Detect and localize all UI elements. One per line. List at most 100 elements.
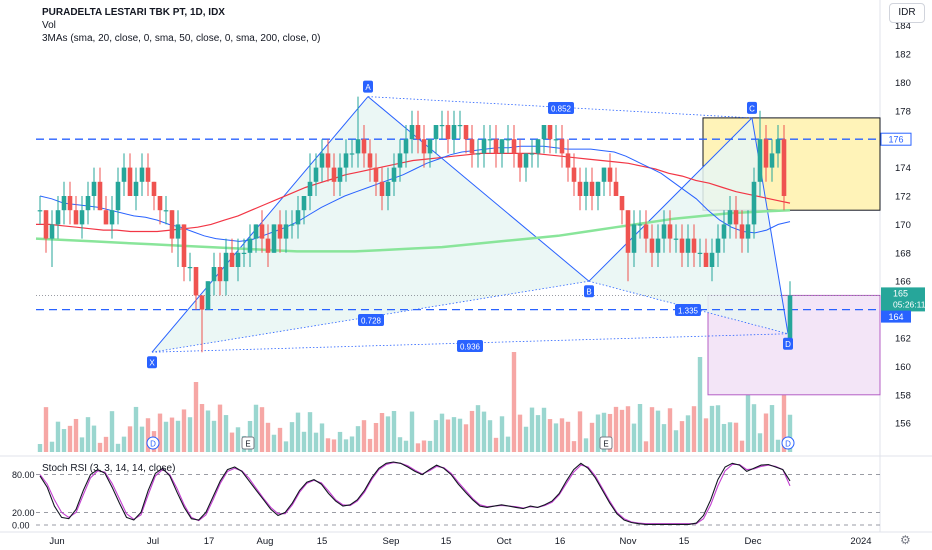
- chart-title-legend: PURADELTA LESTARI TBK PT, 1D, IDX: [42, 6, 225, 19]
- volume-bar: [337, 431, 343, 452]
- candle-body: [427, 139, 433, 154]
- candle-body: [253, 224, 259, 239]
- volume-bar: [499, 416, 505, 452]
- price-tick-label: 168: [895, 248, 911, 259]
- volume-bar: [367, 438, 373, 452]
- candle-body: [715, 238, 721, 253]
- candle-body: [265, 238, 271, 253]
- volume-bar: [175, 420, 181, 452]
- volume-bar: [361, 420, 367, 452]
- candle-body: [649, 238, 655, 253]
- candle-body: [553, 139, 559, 141]
- dividend-marker-label: D: [785, 440, 791, 449]
- candle-body: [721, 224, 727, 239]
- volume-bar: [589, 422, 595, 452]
- candle-body: [217, 267, 223, 282]
- volume-bar: [133, 406, 139, 452]
- volume-bar: [607, 413, 613, 452]
- volume-bar: [691, 406, 697, 452]
- candle-body: [745, 224, 751, 239]
- volume-bar: [439, 413, 445, 452]
- volume-bar: [559, 418, 565, 452]
- price-tick-label: 162: [895, 334, 911, 345]
- time-tick-label: 17: [204, 536, 215, 547]
- volume-bar: [727, 422, 733, 452]
- stoch-tick-label: 80.00: [12, 470, 35, 480]
- moving-averages-legend[interactable]: 3MAs (sma, 20, close, 0, sma, 50, close,…: [42, 33, 321, 44]
- volume-bar: [103, 436, 109, 452]
- candle-body: [37, 210, 43, 212]
- volume-bar: [391, 410, 397, 452]
- time-tick-label: Aug: [257, 536, 274, 547]
- pattern-fill-xab: [152, 96, 589, 353]
- volume-bar: [163, 421, 169, 452]
- stoch-tick-label: 0.00: [12, 521, 30, 531]
- volume-bar: [277, 427, 283, 452]
- volume-legend[interactable]: Vol: [42, 20, 56, 31]
- candles: [37, 96, 793, 353]
- pattern-point-label-bg: [747, 101, 757, 114]
- price-tick-label: 166: [895, 277, 911, 288]
- volume-bar: [169, 417, 175, 452]
- candle-body: [625, 210, 631, 253]
- pattern-point-label: A: [365, 83, 371, 92]
- candle-body: [121, 167, 127, 182]
- candle-body: [433, 125, 439, 140]
- candle-body: [451, 125, 457, 140]
- dividend-marker: [146, 436, 160, 450]
- volume-bar: [703, 418, 709, 452]
- volume-bar: [709, 405, 715, 452]
- volume-bar: [667, 408, 673, 452]
- candle-body: [259, 224, 265, 239]
- candle-body: [397, 153, 403, 168]
- candle-body: [373, 167, 379, 182]
- pattern-point-label-bg: [363, 80, 373, 93]
- pattern-leg: [367, 96, 590, 282]
- volume-bar: [427, 440, 433, 452]
- candle-body: [331, 167, 337, 182]
- symbol-title[interactable]: PURADELTA LESTARI TBK PT, 1D, IDX: [42, 7, 225, 18]
- candle-body: [181, 224, 187, 267]
- settings-gear-icon[interactable]: ⚙: [900, 533, 911, 547]
- candle-body: [205, 281, 211, 310]
- candle-body: [607, 167, 613, 182]
- volume-bar: [745, 382, 751, 452]
- stoch-rsi-k-line: [39, 461, 791, 525]
- candle-body: [559, 139, 565, 154]
- volume-bar: [67, 425, 73, 452]
- candle-body: [667, 224, 673, 239]
- price-tick-label: 170: [895, 220, 911, 231]
- candle-body: [703, 252, 709, 267]
- stoch-rsi-legend[interactable]: Stoch RSI (3, 3, 14, 14, close): [42, 463, 176, 474]
- volume-bar: [685, 415, 691, 452]
- volume-bar: [217, 404, 223, 452]
- volume-bar: [229, 432, 235, 452]
- volume-bar: [511, 352, 517, 452]
- candle-body: [631, 224, 637, 253]
- candle-body: [691, 238, 697, 253]
- candle-body: [547, 125, 553, 140]
- candle-body: [169, 210, 175, 239]
- candle-body: [583, 181, 589, 196]
- volume-bar: [325, 438, 331, 452]
- ratio-label-xd: 0.936: [460, 343, 481, 352]
- volume-bar: [751, 404, 757, 452]
- volume-bar: [61, 429, 67, 452]
- earnings-marker: [241, 436, 255, 450]
- volume-bar: [679, 421, 685, 452]
- volume-bar: [349, 436, 355, 452]
- candle-body: [403, 139, 409, 154]
- candle-body: [307, 181, 313, 196]
- volume-bar: [331, 439, 337, 452]
- volume-bar: [547, 419, 553, 452]
- candle-body: [79, 210, 85, 225]
- volume-bar: [673, 430, 679, 452]
- candle-body: [289, 224, 295, 226]
- price-tick-label: 160: [895, 362, 911, 373]
- time-tick-label: 2024: [850, 536, 871, 547]
- candle-body: [235, 252, 241, 267]
- candle-body: [733, 210, 739, 225]
- volume-bar: [613, 406, 619, 452]
- currency-button[interactable]: IDR: [889, 3, 925, 23]
